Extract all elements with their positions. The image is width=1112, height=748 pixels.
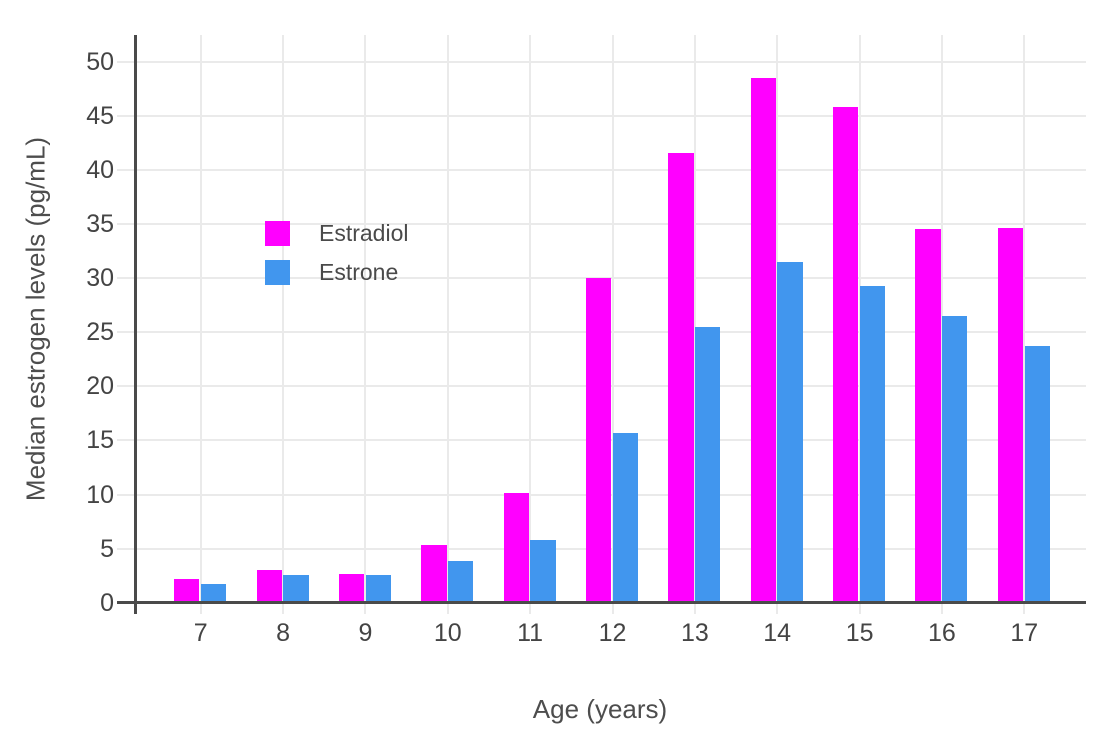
bar-estrone[interactable] — [448, 560, 474, 603]
y-tick-label: 50 — [86, 47, 114, 76]
x-gridline — [199, 35, 202, 602]
x-tick-label: 11 — [517, 619, 544, 647]
x-tick — [529, 604, 532, 614]
x-gridline — [446, 35, 449, 602]
x-tick-label: 16 — [927, 619, 956, 647]
x-gridline — [858, 35, 861, 602]
x-tick — [611, 604, 614, 614]
bar-estradiol[interactable] — [833, 107, 859, 603]
y-tick-label: 5 — [100, 534, 114, 563]
y-tick — [117, 439, 134, 442]
legend-label: Estradiol — [319, 220, 409, 246]
bar-estrone[interactable] — [612, 432, 639, 603]
x-tick — [282, 604, 285, 614]
x-gridline — [529, 35, 532, 602]
bar-estrone[interactable] — [200, 584, 227, 603]
y-tick — [117, 60, 134, 63]
bar-estradiol[interactable] — [997, 228, 1024, 603]
bar-estrone[interactable] — [859, 285, 886, 603]
x-gridline — [693, 35, 696, 602]
y-tick — [117, 223, 134, 225]
y-gridline — [136, 60, 1086, 63]
legend: Estradiol Estrone — [265, 214, 408, 292]
x-gridline — [776, 35, 779, 602]
y-axis-line — [134, 35, 137, 614]
y-tick-label: 30 — [86, 264, 114, 293]
x-tick-label: 7 — [193, 619, 208, 647]
y-gridline — [136, 168, 1086, 171]
y-tick-label: 20 — [86, 372, 114, 401]
x-tick-label: 13 — [680, 619, 709, 647]
x-gridline — [364, 35, 367, 602]
x-tick-label: 15 — [845, 619, 874, 647]
bar-estrone[interactable] — [942, 316, 968, 603]
y-tick — [117, 385, 134, 388]
legend-item-estrone[interactable]: Estrone — [265, 253, 408, 292]
y-tick — [117, 331, 134, 334]
bar-estradiol[interactable] — [915, 229, 941, 603]
legend-swatch-estrone — [265, 260, 290, 285]
bar-estradiol[interactable] — [503, 493, 529, 603]
bar-estrone[interactable] — [1024, 346, 1050, 603]
x-tick-label: 9 — [358, 619, 373, 647]
y-tick — [117, 168, 134, 171]
y-gridline — [136, 114, 1086, 117]
x-axis-title: Age (years) — [532, 694, 668, 724]
y-tick-label: 35 — [86, 210, 114, 238]
y-tick-label: 0 — [100, 588, 114, 617]
x-gridline — [1023, 35, 1026, 602]
y-tick — [117, 493, 134, 496]
legend-label: Estrone — [319, 259, 399, 285]
x-axis-line — [117, 601, 1086, 604]
x-tick — [1023, 604, 1026, 614]
x-tick — [446, 604, 449, 614]
y-tick — [117, 547, 134, 550]
bar-estradiol[interactable] — [668, 152, 694, 603]
x-gridline — [611, 35, 614, 602]
y-gridline — [136, 223, 1086, 225]
bar-estradiol[interactable] — [585, 278, 612, 603]
bar-estrone[interactable] — [365, 574, 391, 603]
bar-estradiol[interactable] — [174, 578, 200, 603]
y-tick-label: 40 — [86, 155, 114, 184]
legend-swatch-estradiol — [265, 221, 290, 246]
y-tick-label: 25 — [86, 318, 114, 347]
x-tick-label: 12 — [598, 619, 627, 647]
legend-item-estradiol[interactable]: Estradiol — [265, 214, 408, 253]
bar-estrone[interactable] — [777, 261, 803, 603]
y-tick — [117, 277, 134, 280]
x-gridline — [282, 35, 285, 602]
bar-estrone[interactable] — [695, 326, 721, 603]
x-tick-label: 8 — [276, 619, 291, 647]
y-tick-label: 10 — [86, 480, 114, 509]
bar-estradiol[interactable] — [256, 570, 282, 603]
bar-estradiol[interactable] — [338, 573, 365, 603]
x-tick-label: 14 — [763, 619, 792, 647]
y-tick-label: 45 — [86, 101, 114, 130]
x-tick — [858, 604, 861, 614]
x-tick — [776, 604, 779, 614]
y-axis-title: Median estrogen levels (pg/mL) — [20, 136, 51, 502]
x-tick — [199, 604, 202, 614]
bar-estradiol[interactable] — [421, 545, 447, 603]
y-tick — [117, 114, 134, 117]
x-tick — [693, 604, 696, 614]
bar-estrone[interactable] — [530, 539, 556, 603]
y-tick-label: 15 — [86, 426, 114, 455]
x-gridline — [940, 35, 943, 602]
x-tick — [940, 604, 943, 614]
x-tick — [364, 604, 367, 614]
bar-estrone[interactable] — [283, 574, 309, 603]
x-tick-label: 17 — [1010, 619, 1039, 647]
x-tick-label: 10 — [433, 619, 462, 647]
bar-estradiol[interactable] — [750, 77, 776, 603]
